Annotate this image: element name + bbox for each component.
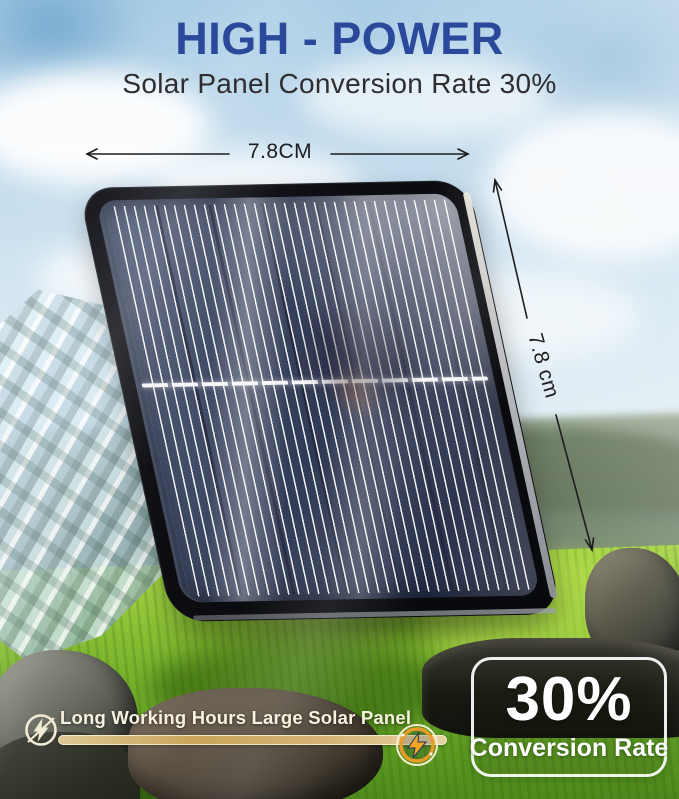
feature-banner-text: Long Working Hours Large Solar Panel [60,707,412,728]
feature-banner: Long Working Hours Large Solar Panel [0,700,470,775]
width-dimension-label: 7.8CM [247,140,313,163]
header: HIGH - POWER Solar Panel Conversion Rate… [0,0,679,100]
badge-value: 30% [505,664,633,734]
lightning-bolt-icon [25,714,57,746]
feature-banner-bar [58,735,447,745]
page-subtitle: Solar Panel Conversion Rate 30% [122,68,557,99]
sunlight-reflection [95,193,541,603]
lightning-bolt-orange-icon [396,724,438,766]
solar-panel-cells [95,193,541,603]
conversion-rate-badge: 30% Conversion Rate [469,657,669,777]
badge-label: Conversion Rate [469,734,669,763]
cloud [300,55,550,140]
rock [422,638,679,738]
page-title: HIGH - POWER [175,13,504,64]
